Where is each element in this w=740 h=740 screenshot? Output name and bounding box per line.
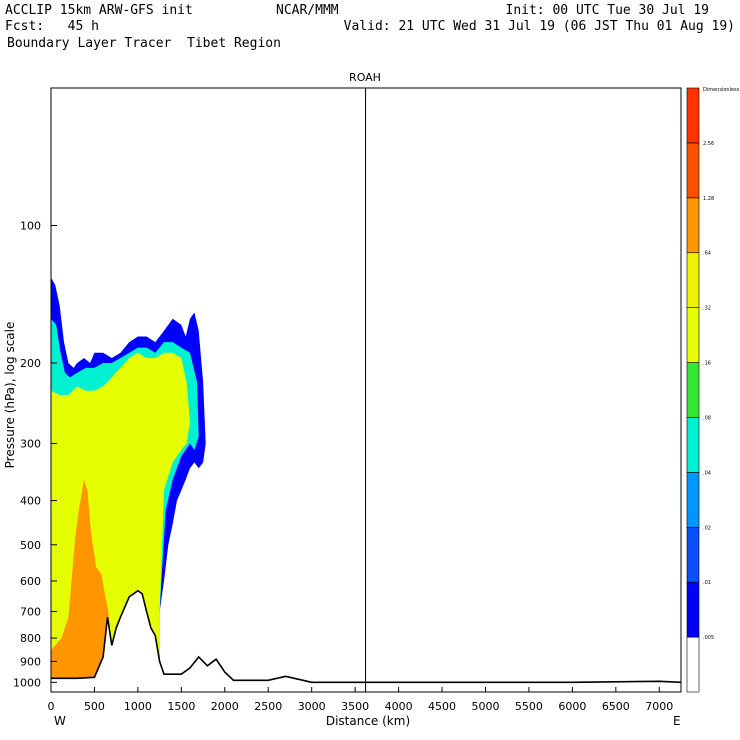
x-tick-label: 2000 [211, 700, 239, 713]
terrain-fill [51, 590, 681, 692]
colorbar-title: Dimensionless [703, 87, 740, 93]
x-tick-label: 7000 [645, 700, 673, 713]
header-left-line3: Boundary Layer Tracer Tibet Region [7, 36, 281, 51]
x-tick-label: 4500 [428, 700, 456, 713]
colorbar-swatch [686, 307, 700, 363]
header-right-line1: Init: 00 UTC Tue 30 Jul 19 [505, 3, 710, 18]
x-tick-label: 0 [48, 700, 55, 713]
y-tick-label: 200 [20, 357, 41, 370]
x-tick-label: 6000 [558, 700, 586, 713]
y-tick-label: 800 [20, 632, 41, 645]
y-tick-label: 500 [20, 539, 41, 552]
colorbar-level-label: .64 [703, 251, 711, 257]
colorbar-level-label: .16 [703, 361, 711, 367]
header-left-line1: ACCLIP 15km ARW-GFS init [5, 3, 193, 18]
y-tick-label: 600 [20, 575, 41, 588]
x-tick-label: 3000 [298, 700, 326, 713]
colorbar-swatch [686, 526, 700, 583]
colorbar-swatch [686, 252, 700, 308]
y-tick-label: 300 [20, 437, 41, 450]
colorbar-level-label: .01 [703, 580, 711, 586]
colorbar-level-label: .04 [703, 470, 711, 476]
x-tick-label: 5000 [471, 700, 499, 713]
x-tick-label: 1500 [167, 700, 195, 713]
colorbar-swatch [686, 581, 700, 638]
x-tick-label: 4000 [385, 700, 413, 713]
colorbar-level-label: 1.28 [703, 196, 714, 202]
x-axis-label: Distance (km) [326, 714, 410, 728]
colorbar-swatch [686, 197, 700, 254]
y-tick-label: 100 [20, 220, 41, 233]
colorbar-level-label: .32 [703, 306, 711, 312]
colorbar-swatch [686, 636, 700, 693]
colorbar-swatch [686, 362, 700, 418]
y-tick-label: 400 [20, 495, 41, 508]
colorbar-level-label: .08 [703, 415, 711, 421]
colorbar-swatch [686, 417, 700, 473]
x-tick-label: 500 [84, 700, 105, 713]
x-tick-label: 2500 [254, 700, 282, 713]
x-axis-east-label: E [673, 714, 681, 728]
x-tick-label: 3500 [341, 700, 369, 713]
colorbar-level-label: .02 [703, 525, 711, 531]
colorbar-level-label: .005 [703, 635, 714, 641]
header-right-line2: Valid: 21 UTC Wed 31 Jul 19 (06 JST Thu … [343, 19, 735, 34]
x-tick-label: 5500 [515, 700, 543, 713]
header-center-line1: NCAR/MMM [276, 3, 339, 18]
y-tick-label: 700 [20, 606, 41, 619]
colorbar-swatch [686, 87, 700, 144]
x-axis-west-label: W [54, 714, 66, 728]
header-left-line2: Fcst: 45 h [5, 19, 99, 34]
x-tick-label: 1000 [124, 700, 152, 713]
tracer-shading-3 [51, 479, 112, 692]
colorbar-level-label: 2.56 [703, 141, 714, 147]
y-tick-label: 900 [20, 655, 41, 668]
chart-title: ROAH [349, 71, 381, 84]
colorbar: .005 .01 .02 .04 .08 .16 .32 .64 1.28 2.56 Dimensi… [686, 87, 740, 693]
x-tick-label: 6500 [602, 700, 630, 713]
colorbar-swatch [686, 142, 700, 199]
y-axis-label: Pressure (hPa), log scale [3, 322, 17, 469]
y-tick-label: 1000 [13, 676, 41, 689]
terrain-line [51, 589, 681, 684]
colorbar-swatch [686, 472, 700, 528]
